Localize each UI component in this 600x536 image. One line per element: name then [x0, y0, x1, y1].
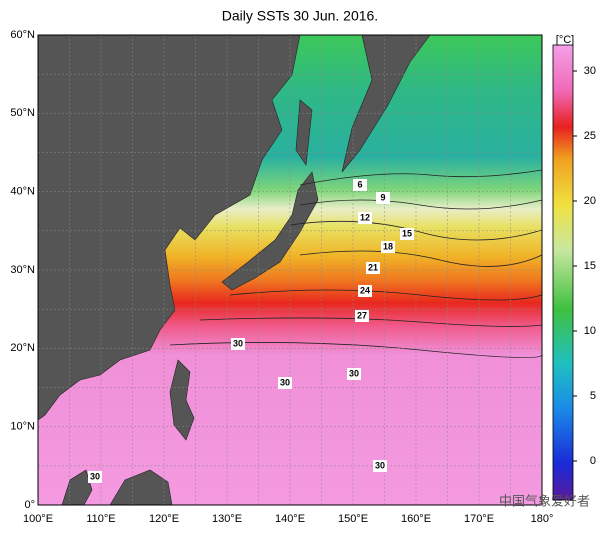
- lat-label: 20°N: [10, 342, 35, 354]
- lon-label: 140°E: [275, 513, 305, 525]
- lat-label: 60°N: [10, 29, 35, 41]
- contour-label: 30: [349, 368, 359, 378]
- contour-label-box: [88, 471, 102, 483]
- contour-label: 6: [357, 179, 362, 189]
- lat-label: 0°: [24, 499, 35, 511]
- contour-label-box: [355, 310, 369, 322]
- lon-label: 120°E: [149, 513, 179, 525]
- contours: [169, 169, 543, 358]
- contour-label-box: [347, 368, 361, 380]
- contour-label-box: [353, 179, 367, 191]
- colorbar-tick-label: 15: [584, 260, 596, 272]
- colorbar-tick-label: 10: [584, 325, 596, 337]
- contour-label: 9: [380, 192, 385, 202]
- colorbar: [552, 44, 574, 501]
- contour-label-box: [373, 460, 387, 472]
- watermark: 中国气象爱好者: [499, 493, 590, 508]
- lat-label: 10°N: [10, 421, 35, 433]
- contour-label: 30: [375, 460, 385, 470]
- map-frame: [37, 34, 543, 506]
- lat-label: 40°N: [10, 186, 35, 198]
- contour-label-box: [358, 212, 372, 224]
- lon-label: 130°E: [212, 513, 242, 525]
- contour-label: 30: [90, 471, 100, 481]
- lon-label: 180°: [531, 513, 554, 525]
- contour-label-box: [366, 262, 380, 274]
- contour-label: 18: [383, 241, 393, 251]
- contour-label: 12: [360, 212, 370, 222]
- contour-label-box: [231, 338, 245, 350]
- contour-label-box: [376, 192, 390, 204]
- contour-label-box: [358, 285, 372, 297]
- lon-label: 170°E: [464, 513, 494, 525]
- colorbar-tick-label: 20: [584, 195, 596, 207]
- contour-label-box: [278, 377, 292, 389]
- lon-label: 100°E: [23, 513, 53, 525]
- contour-label: 15: [402, 228, 412, 238]
- lon-label: 150°E: [338, 513, 368, 525]
- contour-label-box: [400, 228, 414, 240]
- lon-label: 110°E: [86, 513, 115, 525]
- lat-label: 30°N: [10, 264, 35, 276]
- colorbar-tick-label: 25: [584, 130, 596, 142]
- contour-label: 24: [360, 285, 370, 295]
- colorbar-unit: [°C]: [556, 34, 574, 46]
- lon-label: 160°E: [401, 513, 431, 525]
- graticule: [38, 35, 542, 505]
- contour-label-box: [381, 241, 395, 253]
- colorbar-tick-label: 0: [590, 455, 596, 467]
- contour-label: 30: [280, 377, 290, 387]
- title: Daily SSTs 30 Jun. 2016.: [222, 8, 378, 24]
- colorbar-tick-label: 30: [584, 65, 596, 77]
- contour-label: 27: [357, 310, 367, 320]
- lat-label: 50°N: [10, 107, 35, 119]
- colorbar-tick-label: 5: [590, 390, 596, 402]
- contour-label: 30: [233, 338, 243, 348]
- contour-label: 21: [368, 262, 378, 272]
